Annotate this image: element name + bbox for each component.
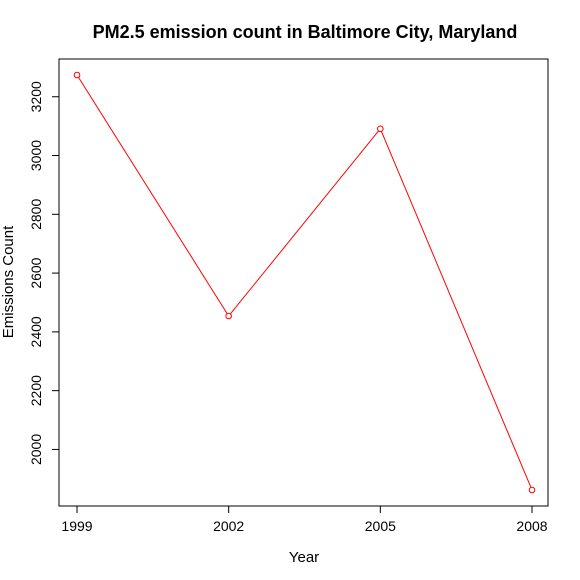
- y-axis: 2000 2200 2400 2600 2800 3000 3200: [28, 81, 59, 465]
- chart-title: PM2.5 emission count in Baltimore City, …: [93, 22, 518, 42]
- data-point: [378, 126, 384, 132]
- x-tick-label: 2005: [365, 518, 396, 534]
- y-tick-label: 2800: [28, 199, 44, 230]
- data-point: [226, 313, 232, 319]
- y-tick-label: 3000: [28, 140, 44, 171]
- data-point: [74, 72, 80, 78]
- y-tick-label: 3200: [28, 81, 44, 112]
- data-point: [529, 487, 535, 493]
- y-tick-label: 2000: [28, 434, 44, 465]
- y-tick-label: 2200: [28, 375, 44, 406]
- y-axis-label: Emissions Count: [0, 225, 17, 338]
- x-axis: 1999 2002 2005 2008: [61, 506, 547, 534]
- x-tick-label: 1999: [61, 518, 92, 534]
- x-axis-label: Year: [289, 549, 319, 566]
- y-tick-label: 2400: [28, 316, 44, 347]
- series-layer: [74, 72, 535, 493]
- series-line-segment: [381, 132, 530, 488]
- x-tick-label: 2008: [516, 518, 547, 534]
- series-line-segment: [79, 78, 227, 314]
- y-tick-label: 2600: [28, 257, 44, 288]
- x-tick-label: 2002: [213, 518, 244, 534]
- series-line-segment: [231, 131, 379, 314]
- plot-frame: [59, 59, 548, 506]
